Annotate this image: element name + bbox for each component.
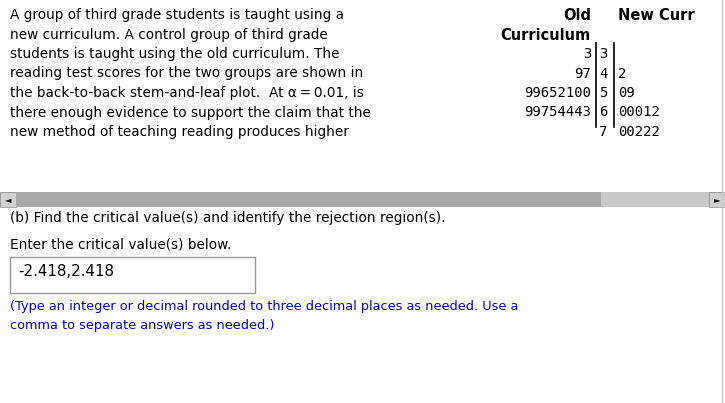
- Text: 97: 97: [574, 66, 591, 81]
- Text: 3: 3: [599, 47, 608, 61]
- Text: 00222: 00222: [618, 125, 660, 139]
- Text: 00012: 00012: [618, 106, 660, 120]
- Text: the back-to-back stem-and-leaf plot.  At α = 0.01, is: the back-to-back stem-and-leaf plot. At …: [10, 86, 364, 100]
- Text: 3: 3: [583, 47, 591, 61]
- Text: (b) Find the critical value(s) and identify the rejection region(s).: (b) Find the critical value(s) and ident…: [10, 211, 445, 225]
- Text: -2.418,2.418: -2.418,2.418: [18, 264, 114, 279]
- Text: 5: 5: [599, 86, 608, 100]
- Text: students is taught using the old curriculum. The: students is taught using the old curricu…: [10, 47, 339, 61]
- Bar: [0, 192, 16, 207]
- Text: Old: Old: [563, 8, 591, 23]
- Text: ◄: ◄: [5, 195, 12, 204]
- Text: reading test scores for the two groups are shown in: reading test scores for the two groups a…: [10, 66, 363, 81]
- Text: New Curr: New Curr: [618, 8, 695, 23]
- Text: (Type an integer or decimal rounded to three decimal places as needed. Use a
com: (Type an integer or decimal rounded to t…: [10, 300, 518, 332]
- Text: 09: 09: [618, 86, 635, 100]
- Text: 2: 2: [618, 66, 626, 81]
- Text: ►: ►: [713, 195, 720, 204]
- Text: there enough evidence to support the claim that the: there enough evidence to support the cla…: [10, 106, 371, 120]
- Text: new method of teaching reading produces higher: new method of teaching reading produces …: [10, 125, 349, 139]
- Text: Curriculum: Curriculum: [501, 27, 591, 42]
- FancyBboxPatch shape: [10, 257, 255, 293]
- Text: Enter the critical value(s) below.: Enter the critical value(s) below.: [10, 238, 231, 252]
- Text: 4: 4: [599, 66, 608, 81]
- Text: 99652100: 99652100: [524, 86, 591, 100]
- Bar: [16, 192, 601, 207]
- Text: new curriculum. A control group of third grade: new curriculum. A control group of third…: [10, 27, 328, 42]
- Bar: [0, 192, 725, 207]
- Text: A group of third grade students is taught using a: A group of third grade students is taugh…: [10, 8, 344, 22]
- Text: 6: 6: [599, 106, 608, 120]
- Text: 99754443: 99754443: [524, 106, 591, 120]
- Text: 7: 7: [599, 125, 608, 139]
- Bar: [709, 192, 725, 207]
